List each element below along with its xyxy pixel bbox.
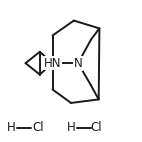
Text: Cl: Cl <box>33 121 44 134</box>
Text: N: N <box>74 57 83 70</box>
Text: HN: HN <box>44 57 61 70</box>
Text: Cl: Cl <box>91 121 102 134</box>
Text: H: H <box>67 121 75 134</box>
Text: H: H <box>7 121 16 134</box>
